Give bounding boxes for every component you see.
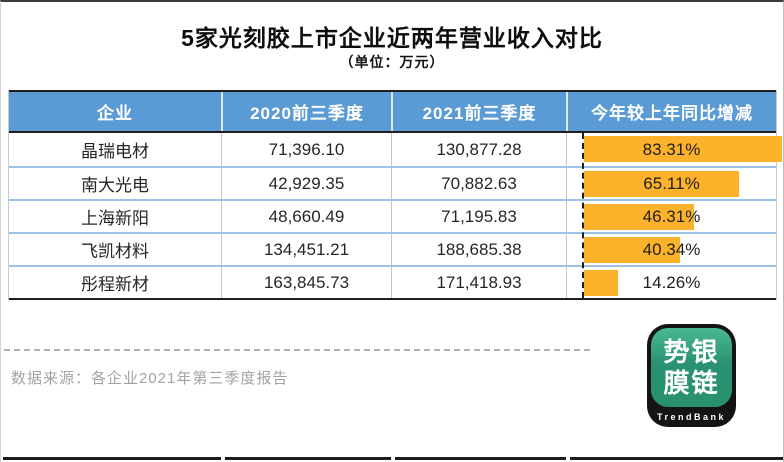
yoy-change-bar	[584, 171, 739, 197]
revenue-2021-cell: 130,877.28	[391, 133, 566, 166]
company-cell: 彤程新材	[81, 275, 149, 294]
yoy-change-label: 14.26%	[642, 272, 701, 292]
revenue-2020-cell: 71,396.10	[221, 133, 391, 166]
column-gap-notch	[566, 457, 570, 460]
yoy-change-cell: 40.34%	[566, 234, 776, 265]
revenue-2020-cell: 42,929.35	[221, 168, 391, 199]
revenue-2021-cell: 70,882.63	[391, 168, 566, 199]
trendbank-logo: 势银 膜链 TrendBank	[647, 324, 736, 427]
yoy-change-cell: 14.26%	[566, 267, 776, 298]
table-row: 彤程新材 163,845.73 171,418.93 14.26%	[9, 265, 776, 298]
yoy-change-bar	[584, 136, 782, 162]
header-yoy-change: 今年较上年同比增减	[566, 92, 776, 131]
data-source-note: 数据来源：各企业2021年第三季度报告	[11, 370, 289, 387]
page-title: 5家光刻胶上市企业近两年营业收入对比	[181, 25, 603, 51]
logo-caption: TrendBank	[656, 412, 726, 422]
revenue-2021-cell: 71,195.83	[391, 201, 566, 232]
yoy-change-label: 40.34%	[642, 239, 701, 259]
bar-baseline-dashed-line	[582, 133, 584, 298]
yoy-change-bar	[584, 270, 618, 296]
yoy-change-bar	[584, 204, 694, 230]
yoy-change-bar	[584, 237, 680, 263]
yoy-change-label: 83.31%	[642, 139, 701, 159]
table-body: 晶瑞电材 71,396.10 130,877.28 83.31% 南大光电 42…	[9, 133, 782, 300]
revenue-2020-cell: 134,451.21	[221, 234, 391, 265]
yoy-change-label: 65.11%	[643, 173, 700, 193]
table-header-row: 企业 2020前三季度 2021前三季度 今年较上年同比增减	[9, 90, 776, 133]
revenue-2020-cell: 163,845.73	[221, 267, 391, 298]
header-2021: 2021前三季度	[391, 92, 566, 131]
company-cell: 飞凯材料	[81, 242, 149, 261]
column-gap-notch	[221, 457, 225, 460]
company-cell: 上海新阳	[81, 209, 149, 228]
company-cell: 南大光电	[81, 176, 149, 195]
revenue-table: 企业 2020前三季度 2021前三季度 今年较上年同比增减 晶瑞电材 71,3…	[8, 90, 782, 300]
table-row: 晶瑞电材 71,396.10 130,877.28 83.31%	[9, 133, 782, 166]
table-row: 飞凯材料 134,451.21 188,685.38 40.34%	[9, 232, 776, 265]
unit-note: （单位：万元）	[339, 54, 445, 70]
revenue-2020-cell: 48,660.49	[221, 201, 391, 232]
company-cell: 晶瑞电材	[81, 142, 149, 161]
yoy-change-cell: 46.31%	[566, 201, 776, 232]
yoy-change-cell: 65.11%	[566, 168, 776, 199]
yoy-change-cell: 83.31%	[566, 133, 782, 166]
header-2020: 2020前三季度	[221, 92, 391, 131]
revenue-2021-cell: 171,418.93	[391, 267, 566, 298]
table-row: 南大光电 42,929.35 70,882.63 65.11%	[9, 166, 776, 199]
footer-dashed-divider	[4, 349, 590, 351]
yoy-change-label: 46.31%	[642, 206, 701, 226]
logo-text-line1: 势银	[663, 336, 720, 367]
table-row: 上海新阳 48,660.49 71,195.83 46.31%	[9, 199, 776, 232]
logo-text-line2: 膜链	[663, 367, 720, 398]
revenue-2021-cell: 188,685.38	[391, 234, 566, 265]
cropped-next-row-border	[3, 457, 783, 460]
header-company: 企业	[97, 104, 133, 123]
column-gap-notch	[391, 457, 395, 460]
trendbank-logo-mark: 势银 膜链	[651, 328, 732, 407]
